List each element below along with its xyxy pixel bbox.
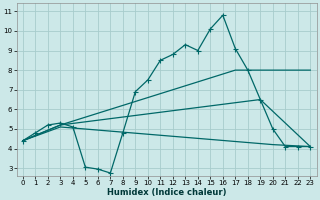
X-axis label: Humidex (Indice chaleur): Humidex (Indice chaleur) (107, 188, 226, 197)
